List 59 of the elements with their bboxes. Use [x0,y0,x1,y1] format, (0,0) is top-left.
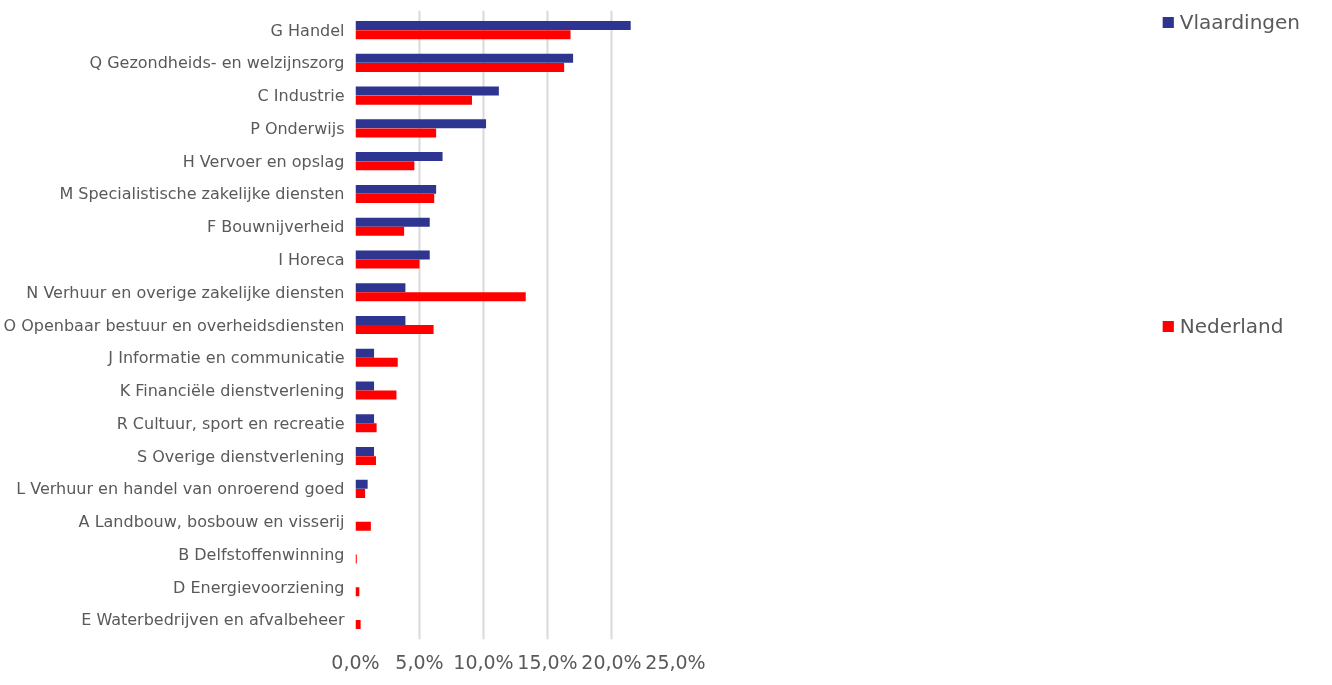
bar [355,446,375,456]
bar [355,152,443,162]
bar [355,119,487,129]
y-tick-label: K Financiële dienstverlening [119,381,345,401]
bar [355,414,375,424]
bar [355,381,375,391]
legend-label: Vlaardingen [1179,10,1300,34]
bar [355,315,406,325]
bar [355,194,435,204]
bar [355,488,366,498]
bar [355,217,430,227]
y-tick-label: A Landbouw, bosbouw en visserij [78,512,345,532]
bar [355,479,368,489]
y-tick-label: N Verhuur en overige zakelijke diensten [26,282,345,302]
y-tick-label: S Overige dienstverlening [136,446,345,466]
x-tick-label: 10,0% [453,650,514,673]
bar [355,390,397,400]
bar [355,161,415,171]
x-tick-label: 0,0% [331,650,380,673]
bar [355,619,361,629]
y-tick-label: Q Gezondheids- en welzijnszorg [89,53,345,73]
y-tick-label: D Energievoorziening [173,577,345,597]
bar [355,226,405,236]
y-tick-label: R Cultuur, sport en recreatie [116,413,345,433]
bar [355,95,472,105]
bar [355,128,437,138]
y-tick-label: F Bouwnijverheid [206,217,345,237]
y-tick-label: B Delfstoffenwinning [178,544,345,564]
y-tick-label: C Industrie [257,86,345,106]
bar [355,63,565,72]
bar [355,325,434,335]
bar [355,292,526,302]
bar [355,521,371,531]
x-tick-label: 15,0% [517,650,578,673]
y-tick-label: P Onderwijs [250,118,345,138]
bar [355,283,406,293]
x-tick-label: 25,0% [645,650,706,673]
bar [355,21,631,31]
y-tick-label: E Waterbedrijven en afvalbeheer [81,610,345,630]
x-tick-label: 5,0% [395,650,444,673]
x-tick-label: 20,0% [581,650,642,673]
bar [355,53,574,63]
bar [355,30,571,40]
y-tick-label: J Informatie en communicatie [107,348,345,368]
bar [355,184,437,194]
bar [355,259,420,269]
y-tick-label: L Verhuur en handel van onroerend goed [16,479,345,499]
bar [355,423,377,433]
y-tick-label: M Specialistische zakelijke diensten [59,184,345,204]
y-tick-label: I Horeca [278,249,345,269]
y-tick-label: O Openbaar bestuur en overheidsdiensten [3,315,345,335]
bar [355,357,398,367]
legend-label: Nederland [1179,314,1284,338]
bar [355,250,430,260]
bar [355,456,376,466]
bar [355,86,499,96]
y-tick-label: H Vervoer en opslag [182,151,345,171]
y-tick-label: G Handel [270,20,345,40]
bar [355,348,375,358]
